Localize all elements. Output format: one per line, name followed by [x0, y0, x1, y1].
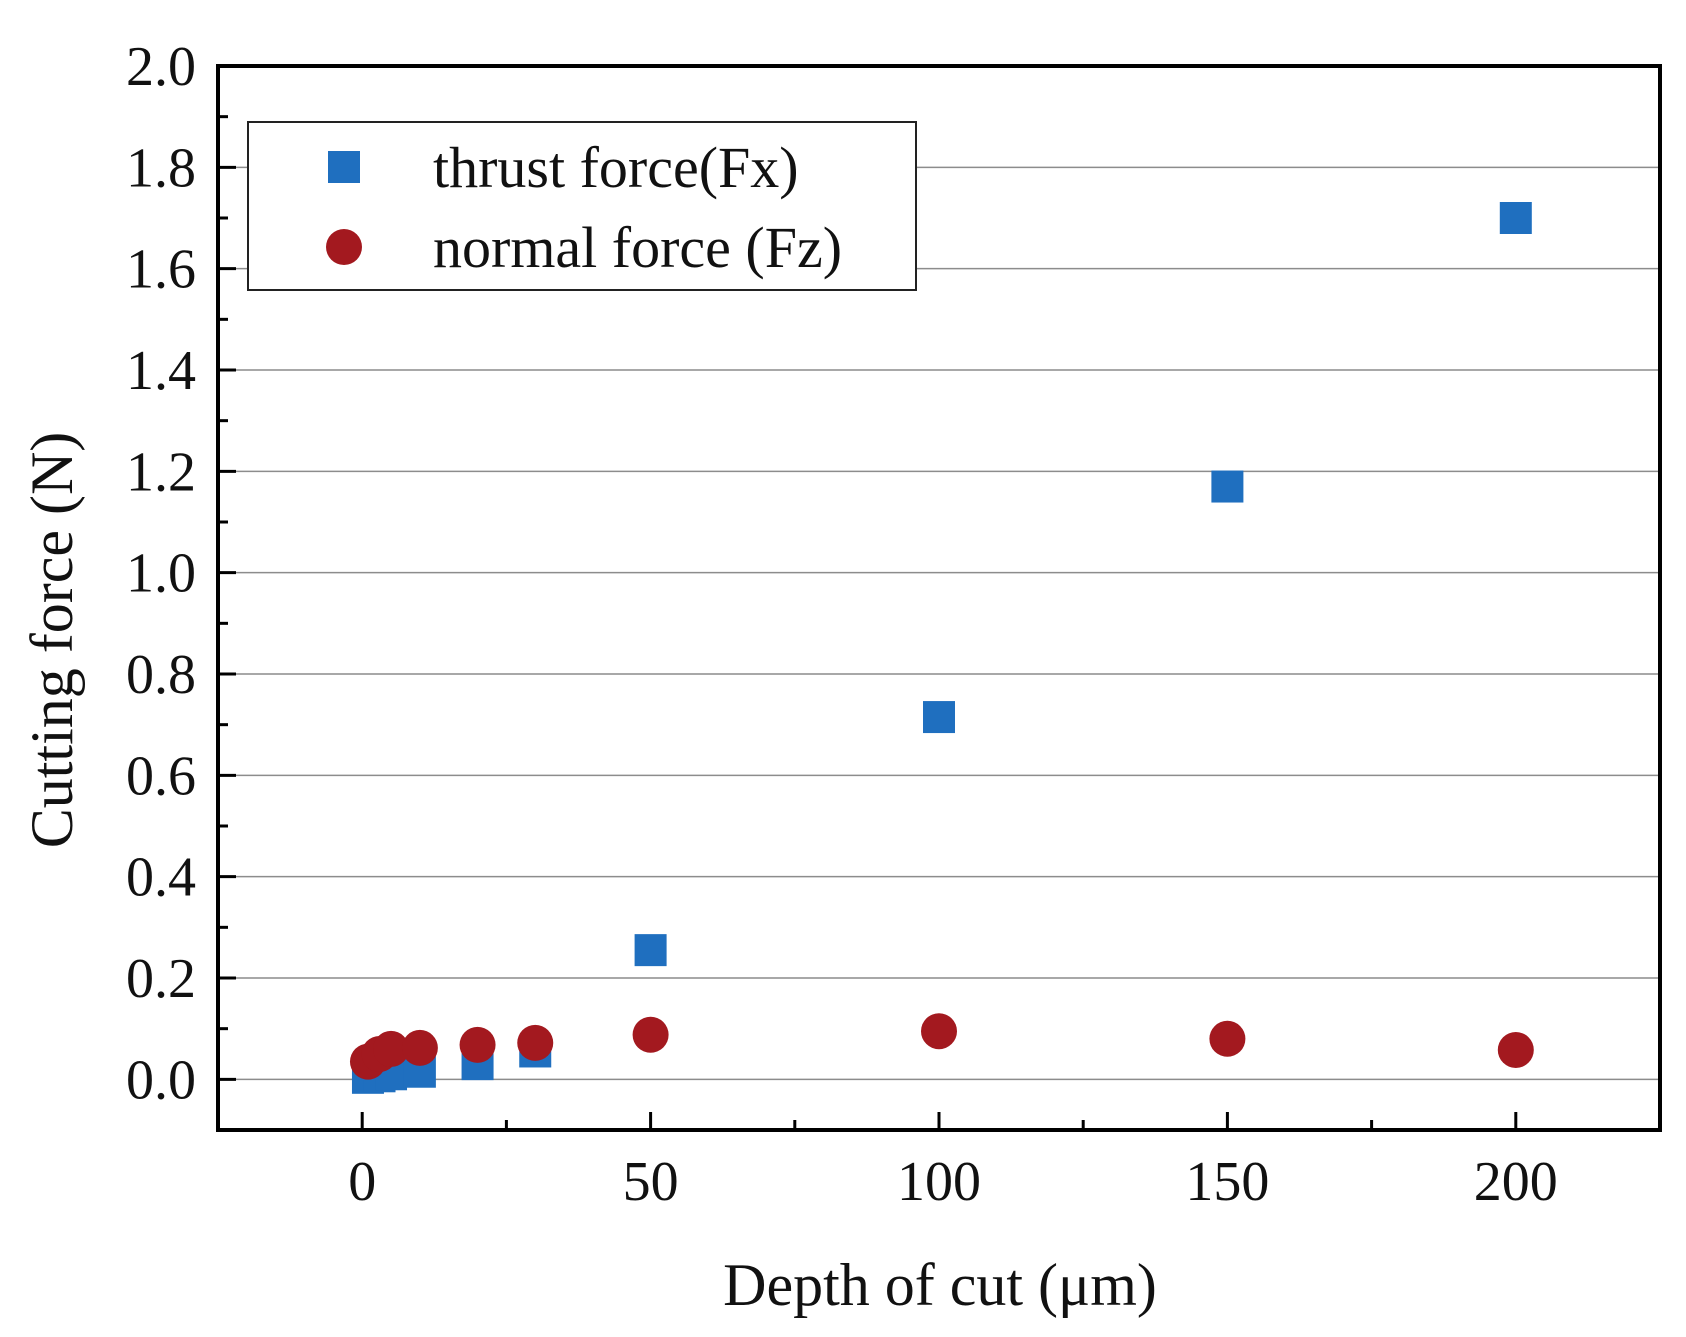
x-tick-label-2: 100 [897, 1151, 981, 1213]
x-tick-label-0: 0 [348, 1151, 376, 1213]
x-tick-label-3: 150 [1185, 1151, 1269, 1213]
y-tick-label-5: 1.0 [126, 543, 196, 605]
point-thrust-force-fx-8 [1211, 470, 1244, 503]
point-normal-force-fz-2 [373, 1030, 410, 1067]
x-tick-label-4: 200 [1474, 1151, 1558, 1213]
point-thrust-force-fx-7 [923, 701, 955, 734]
y-tick-label-0: 0.0 [126, 1049, 196, 1111]
point-normal-force-fz-9 [1497, 1031, 1534, 1068]
y-tick-label-9: 1.8 [126, 137, 196, 199]
y-tick-label-4: 0.8 [126, 644, 196, 706]
legend-label-thrust-force: thrust force(Fx) [433, 135, 799, 200]
grid-layer [218, 166, 1660, 1081]
y-tick-label-10: 2.0 [126, 36, 196, 98]
y-tick-label-3: 0.6 [126, 745, 196, 807]
point-thrust-force-fx-9 [1499, 202, 1532, 234]
y-tick-label-8: 1.6 [126, 239, 196, 301]
legend-box [247, 121, 917, 291]
axes-layer [216, 64, 1662, 1132]
y-tick-label-1: 0.2 [126, 948, 196, 1010]
legend-marker-normal-force [326, 229, 362, 265]
legend-label-normal-force: normal force (Fz) [433, 215, 842, 280]
series-thrust-force-fx [351, 202, 1532, 1094]
point-normal-force-fz-4 [459, 1026, 496, 1063]
point-normal-force-fz-3 [401, 1029, 438, 1066]
point-normal-force-fz-6 [632, 1016, 669, 1053]
y-tick-label-2: 0.4 [126, 847, 196, 909]
y-tick-label-6: 1.2 [126, 441, 196, 503]
marks-layer [349, 202, 1534, 1094]
legend-marker-thrust-force [328, 151, 360, 183]
legend: thrust force(Fx) normal force (Fz) [247, 121, 917, 291]
x-axis-title: Depth of cut (μm) [723, 1252, 1157, 1318]
point-normal-force-fz-8 [1209, 1020, 1246, 1057]
y-tick-label-7: 1.4 [126, 340, 196, 402]
labels-layer: 0.0 0.2 0.4 0.6 0.8 1.0 1.2 1.4 1.6 1.8 2.0 0 50 100 1… [126, 36, 1558, 1213]
point-thrust-force-fx-6 [634, 934, 667, 967]
point-normal-force-fz-7 [921, 1013, 957, 1050]
y-axis-title: Cutting force (N) [19, 432, 85, 849]
x-tick-label-1: 50 [623, 1151, 679, 1213]
series-normal-force-fz [349, 1013, 1534, 1080]
point-normal-force-fz-5 [517, 1024, 554, 1061]
